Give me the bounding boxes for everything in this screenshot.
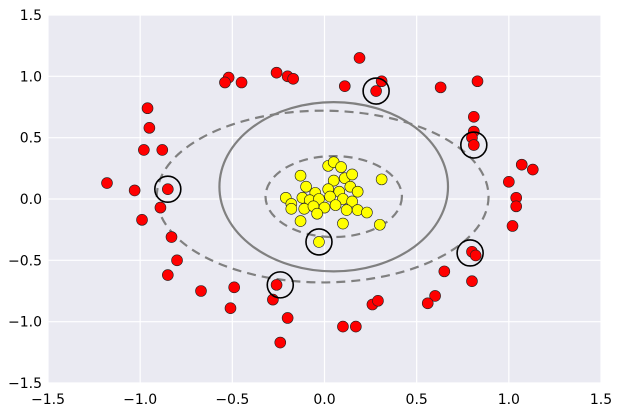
red-data-point (138, 144, 150, 156)
red-data-point (429, 290, 441, 302)
red-data-point (228, 281, 240, 294)
x-tick-label: −1.0 (123, 392, 157, 408)
red-data-point (270, 66, 283, 79)
red-data-point (353, 52, 366, 64)
red-data-point (506, 220, 519, 232)
data-points (101, 52, 539, 349)
yellow-data-point (329, 199, 342, 211)
x-tick-label: −1.5 (31, 392, 65, 408)
yellow-data-point (346, 195, 358, 208)
red-data-point (471, 75, 484, 88)
yellow-data-point (327, 174, 340, 187)
yellow-data-point (335, 161, 347, 173)
support-vector-ring (460, 131, 488, 159)
red-data-point (235, 76, 248, 89)
y-axis-tick-labels: −1.5 −1.0 −0.5 0.0 0.5 1.0 1.5 (8, 8, 42, 392)
yellow-data-point (324, 190, 336, 203)
red-data-point (274, 336, 287, 349)
red-data-point (434, 81, 447, 94)
red-data-point (162, 183, 174, 195)
red-data-point (141, 102, 154, 115)
red-data-point (281, 312, 294, 324)
support-vector-ring (456, 239, 484, 267)
yellow-data-point (311, 207, 323, 220)
yellow-data-point (340, 204, 353, 216)
yellow-data-point (294, 215, 307, 227)
red-data-point (162, 269, 174, 281)
red-data-point (287, 72, 299, 85)
red-data-point (338, 80, 351, 92)
red-data-point (510, 200, 523, 213)
y-tick-label: 0.0 (20, 192, 42, 208)
y-tick-label: −0.5 (8, 253, 42, 269)
yellow-data-point (285, 203, 298, 215)
yellow-data-point (313, 236, 325, 248)
y-tick-label: −1.5 (8, 376, 42, 392)
red-data-point (143, 122, 156, 134)
y-tick-label: 1.5 (20, 8, 42, 24)
yellow-data-point (351, 185, 364, 198)
red-data-point (128, 184, 141, 197)
margin-curve (264, 154, 404, 239)
support-vector-ring (154, 175, 182, 203)
red-data-point (503, 176, 515, 188)
red-data-point (270, 279, 283, 291)
red-data-point (421, 297, 434, 310)
support-vector-ring (266, 271, 295, 299)
red-data-point (468, 139, 480, 151)
red-data-point (219, 76, 231, 89)
red-data-point (466, 275, 478, 287)
yellow-data-point (300, 180, 312, 193)
yellow-data-point (294, 169, 307, 182)
support-vector-ring (305, 228, 333, 256)
red-data-point (438, 265, 451, 278)
red-data-point (469, 249, 482, 262)
red-data-point (154, 201, 167, 214)
red-data-point (468, 111, 480, 123)
support-vector-ring (362, 77, 390, 105)
red-data-point (337, 320, 349, 333)
y-tick-label: 1.0 (20, 69, 42, 85)
red-data-point (101, 177, 113, 189)
yellow-data-point (373, 218, 386, 231)
x-tick-label: 1.0 (498, 392, 520, 408)
yellow-data-point (346, 168, 358, 181)
red-data-point (224, 302, 237, 314)
red-data-point (195, 285, 207, 297)
y-tick-label: −1.0 (8, 315, 42, 331)
red-data-point (372, 295, 384, 307)
red-data-point (136, 214, 148, 226)
x-tick-label: 0.5 (406, 392, 428, 408)
red-data-point (370, 85, 382, 97)
x-axis-tick-labels: −1.5 −1.0 −0.5 0.0 0.5 1.0 1.5 (31, 392, 612, 408)
support-vectors (154, 77, 488, 299)
red-data-point (350, 320, 362, 333)
yellow-data-point (375, 173, 388, 186)
red-data-point (526, 163, 539, 176)
red-data-point (171, 254, 183, 267)
x-tick-label: 0.0 (313, 392, 335, 408)
x-tick-label: 1.5 (590, 392, 612, 408)
yellow-data-point (361, 206, 373, 219)
yellow-data-point (337, 217, 349, 230)
y-tick-label: 0.5 (20, 131, 42, 147)
red-data-point (515, 158, 528, 171)
decision-boundary-curve (218, 100, 450, 273)
red-data-point (156, 144, 169, 156)
red-data-point (165, 231, 178, 243)
x-tick-label: −0.5 (215, 392, 249, 408)
